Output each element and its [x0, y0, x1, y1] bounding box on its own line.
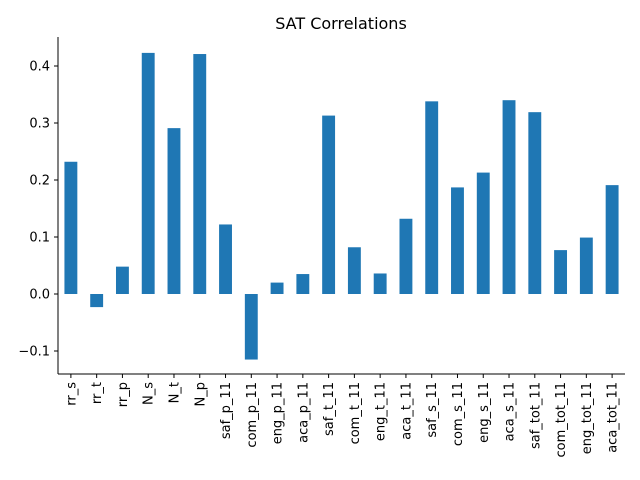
x-tick-label: com_p_11 — [245, 382, 260, 448]
y-tick-label: −0.1 — [18, 345, 50, 360]
y-tick-label: 0.3 — [29, 117, 50, 132]
y-tick-label: 0.2 — [29, 174, 50, 189]
x-tick-label: N_t — [167, 382, 182, 403]
bar-aca_tot_11 — [605, 185, 619, 294]
y-tick-label: 0.1 — [29, 231, 50, 246]
x-tick-label: aca_t_11 — [399, 382, 414, 440]
bars-group — [64, 52, 619, 360]
bar-rr_p — [115, 266, 129, 294]
x-tick-label: N_p — [193, 382, 208, 406]
y-tick-label: 0.4 — [29, 60, 50, 75]
x-tick-label: aca_s_11 — [503, 382, 518, 441]
chart-title: SAT Correlations — [275, 14, 407, 33]
bar-aca_s_11 — [502, 100, 516, 294]
bar-N_t — [167, 128, 181, 294]
x-tick-label: rr_s — [64, 382, 79, 406]
x-axis: rr_s rr_t rr_p N_s N_t N_p saf_p_11 com_p_11 eng… — [58, 373, 625, 457]
bar-com_tot_11 — [554, 250, 568, 294]
x-tick-label: eng_tot_11 — [580, 382, 595, 454]
bar-eng_t_11 — [373, 273, 387, 294]
bar-saf_p_11 — [219, 224, 232, 294]
bar-rr_t — [90, 294, 104, 308]
x-tick-label: aca_tot_11 — [606, 382, 621, 453]
x-tick-label: com_tot_11 — [554, 382, 569, 457]
bar-aca_t_11 — [399, 218, 413, 294]
bar-saf_t_11 — [322, 115, 336, 294]
bar-eng_p_11 — [270, 282, 284, 294]
bar-saf_s_11 — [425, 101, 439, 294]
x-tick-label: saf_p_11 — [219, 382, 234, 439]
x-tick-label: N_s — [142, 382, 157, 405]
x-tick-label: eng_t_11 — [374, 382, 389, 441]
y-tick-label: 0.0 — [29, 288, 50, 303]
x-tick-label: com_s_11 — [451, 382, 466, 446]
bar-aca_p_11 — [296, 274, 310, 294]
x-tick-label: com_t_11 — [348, 382, 363, 444]
y-axis: −0.1 0.0 0.1 0.2 0.3 0.4 — [18, 37, 59, 374]
x-tick-label: aca_p_11 — [296, 382, 311, 443]
bar-saf_tot_11 — [528, 112, 542, 294]
bar-eng_tot_11 — [579, 237, 593, 294]
x-tick-label: eng_s_11 — [477, 382, 492, 443]
x-tick-label: rr_t — [90, 382, 105, 404]
x-tick-label: saf_s_11 — [425, 382, 440, 438]
bar-com_t_11 — [347, 247, 361, 294]
x-tick-label: saf_tot_11 — [528, 382, 543, 449]
x-tick-label: saf_t_11 — [322, 382, 337, 436]
bar-com_p_11 — [244, 294, 258, 360]
bar-com_s_11 — [451, 187, 464, 294]
bar-N_s — [141, 52, 155, 294]
bar-rr_s — [64, 161, 78, 294]
bar-eng_s_11 — [476, 172, 490, 294]
bar-N_p — [193, 54, 207, 294]
x-tick-label: eng_p_11 — [271, 382, 286, 444]
x-tick-label: rr_p — [116, 382, 131, 407]
